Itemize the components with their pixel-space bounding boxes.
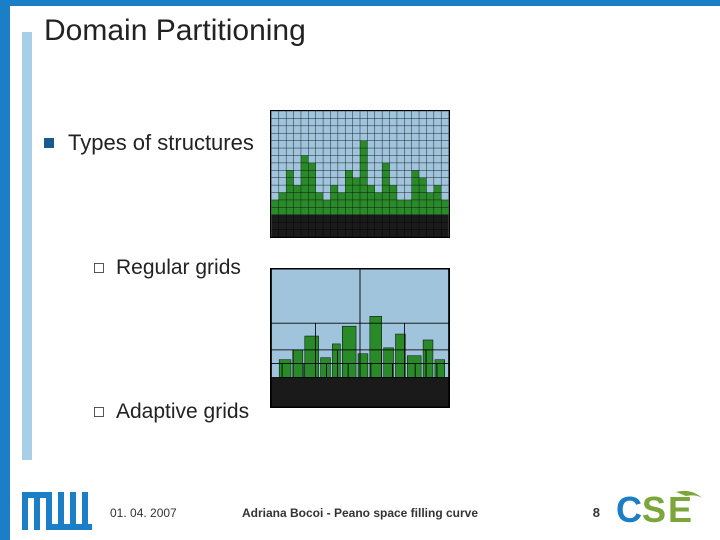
footer-title: Adriana Bocoi - Peano space filling curv… (242, 506, 478, 520)
cse-logo: C S E (616, 486, 706, 530)
footer: 01. 04. 2007 Adriana Bocoi - Peano space… (0, 470, 720, 540)
frame-gap (10, 6, 22, 540)
square-bullet-icon (44, 138, 54, 148)
open-bullet-icon (94, 263, 104, 273)
tum-logo (22, 492, 92, 530)
frame-top (0, 0, 720, 6)
svg-text:S: S (642, 489, 666, 530)
footer-date: 01. 04. 2007 (110, 506, 177, 520)
regular-grid-figure (270, 110, 450, 238)
svg-text:C: C (616, 489, 642, 530)
page-number: 8 (593, 505, 600, 520)
frame-inner (22, 32, 32, 460)
bullet-text: Types of structures (68, 130, 254, 156)
frame-left (0, 0, 10, 540)
page-title: Domain Partitioning (44, 14, 306, 48)
open-bullet-icon (94, 407, 104, 417)
bullet-text: Adaptive grids (116, 400, 249, 424)
adaptive-grid-figure (270, 268, 450, 408)
bullet-text: Regular grids (116, 256, 241, 280)
